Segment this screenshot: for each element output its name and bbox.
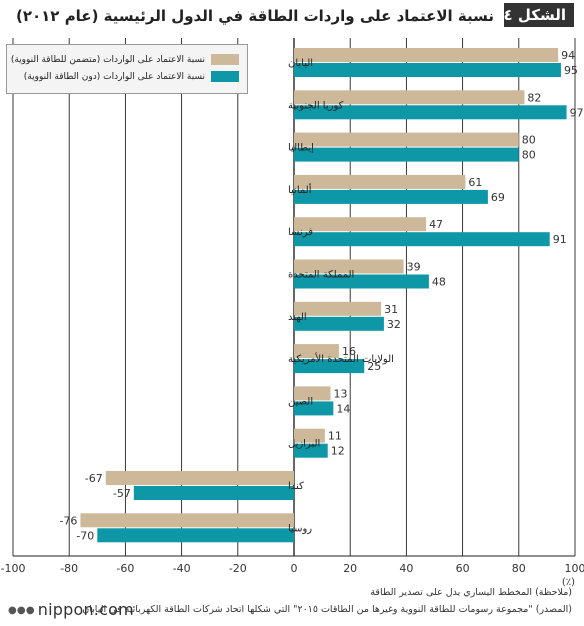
category-label: إيطاليا (288, 143, 314, 154)
x-tick-label: -40 (173, 562, 191, 575)
bar (294, 147, 519, 162)
bar (294, 344, 339, 359)
data-label: 80 (522, 134, 536, 147)
bar (294, 401, 334, 416)
data-label: 39 (407, 261, 421, 274)
bar (133, 486, 294, 500)
bar (294, 189, 488, 204)
bar (294, 428, 325, 443)
category-label: ألمانيا (288, 183, 312, 196)
category-label: الهند (288, 312, 307, 323)
data-label: 14 (336, 402, 350, 415)
bar (294, 90, 525, 105)
data-label: -57 (113, 487, 131, 500)
data-label: 31 (384, 303, 398, 316)
data-label: 48 (432, 276, 446, 289)
bar (294, 217, 427, 232)
bar (294, 174, 466, 189)
bar (294, 232, 550, 247)
data-label: 47 (429, 218, 443, 231)
bar (294, 274, 429, 289)
legend: نسبة الاعتماد على الواردات (متضمن للطاقة… (6, 44, 248, 94)
category-label: الولايات المتحدة الأمريكية (288, 352, 394, 365)
chart-remark: (ملاحظة) المخطط اليساري يدل على تصدير ال… (370, 587, 572, 598)
x-tick-label: -60 (116, 562, 134, 575)
x-tick-label: 0 (291, 562, 298, 575)
data-label: 12 (331, 445, 345, 458)
brand-dots: ●●● (8, 605, 35, 616)
title-bar: الشكل ٤ نسبة الاعتماد على واردات الطاقة … (0, 0, 584, 34)
data-label: 13 (334, 387, 348, 400)
category-label: الصين (288, 396, 313, 407)
bar (294, 132, 519, 147)
x-tick-label: -80 (60, 562, 78, 575)
bar (294, 301, 382, 316)
x-unit-label: (٪) (562, 577, 575, 588)
bar (294, 105, 567, 120)
x-tick-label: 20 (343, 562, 357, 575)
bar (97, 528, 294, 543)
x-tick-label: -20 (229, 562, 247, 575)
data-label: 97 (570, 106, 584, 119)
data-label: 82 (527, 91, 541, 104)
data-label: 80 (522, 149, 536, 162)
bar (294, 63, 561, 77)
data-label: 91 (553, 233, 567, 246)
data-label: -70 (76, 529, 94, 542)
data-label: -67 (85, 472, 103, 485)
data-label: 16 (342, 345, 356, 358)
x-tick-label: -100 (1, 562, 26, 575)
category-label: فرنسا (288, 227, 313, 238)
legend-item-without-nuclear: نسبة الاعتماد على الواردات (دون الطاقة ا… (15, 71, 239, 85)
legend-item-with-nuclear: نسبة الاعتماد على الواردات (متضمن للطاقة… (11, 54, 239, 68)
legend-swatch-without-nuclear (211, 71, 239, 82)
data-label: 94 (561, 49, 575, 62)
chart-source: (المصدر) "مجموعة رسومات للطاقة النووية و… (82, 604, 572, 615)
x-tick-label: 60 (456, 562, 470, 575)
brand-logo: ●●● nippon.com (8, 600, 134, 619)
category-label: روسيا (288, 523, 312, 534)
x-tick-label: 80 (512, 562, 526, 575)
bar (105, 471, 294, 485)
bar (80, 513, 294, 528)
bar (294, 443, 328, 458)
category-label: كوريا الجنوبية (288, 100, 344, 111)
bar (294, 359, 365, 374)
legend-swatch-with-nuclear (211, 54, 239, 65)
bar (294, 259, 404, 274)
category-label: المملكة المتحدة (288, 270, 354, 281)
figure-label: الشكل ٤ (495, 3, 574, 27)
data-label: 95 (564, 64, 578, 77)
legend-label-without-nuclear: نسبة الاعتماد على الواردات (دون الطاقة ا… (23, 72, 205, 82)
category-label: كندا (288, 481, 304, 492)
data-label: 11 (328, 430, 342, 443)
bar (294, 48, 559, 62)
x-tick-label: 100 (565, 562, 584, 575)
bar (294, 386, 331, 401)
bar (294, 316, 384, 331)
legend-label-with-nuclear: نسبة الاعتماد على الواردات (متضمن للطاقة… (10, 55, 205, 65)
data-label: 25 (367, 360, 381, 373)
category-label: اليابان (288, 58, 313, 69)
category-label: البرازيل (288, 439, 320, 450)
data-label: -76 (59, 514, 77, 527)
brand-name: nippon.com (37, 600, 134, 619)
chart-title: نسبة الاعتماد على واردات الطاقة في الدول… (7, 3, 504, 29)
data-label: 69 (491, 191, 505, 204)
data-label: 32 (387, 318, 401, 331)
data-label: 61 (468, 176, 482, 189)
x-tick-label: 40 (399, 562, 413, 575)
